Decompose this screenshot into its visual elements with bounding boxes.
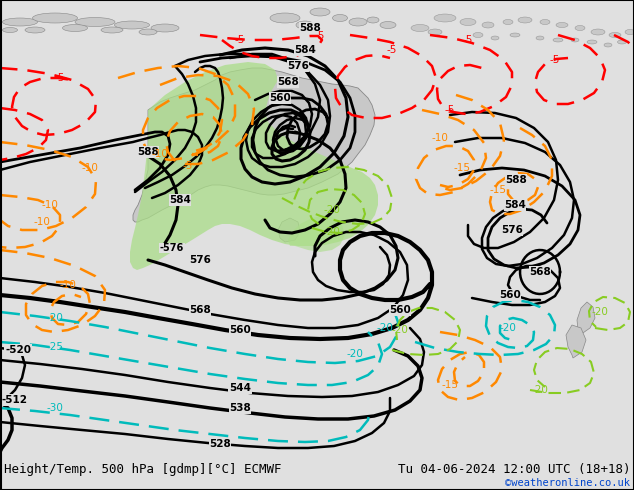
Ellipse shape [571, 38, 579, 42]
Text: -30: -30 [46, 403, 63, 413]
Text: Tu 04-06-2024 12:00 UTC (18+18): Tu 04-06-2024 12:00 UTC (18+18) [398, 463, 630, 476]
Text: 538: 538 [229, 403, 251, 413]
Text: 568: 568 [277, 77, 299, 87]
Text: -20: -20 [323, 227, 340, 237]
Text: 544: 544 [229, 383, 251, 393]
Ellipse shape [575, 25, 585, 30]
Ellipse shape [460, 19, 476, 25]
Text: -10: -10 [432, 133, 448, 143]
Ellipse shape [380, 22, 396, 28]
Text: -10: -10 [42, 200, 58, 210]
Ellipse shape [367, 17, 379, 23]
Ellipse shape [482, 22, 494, 28]
Ellipse shape [63, 24, 87, 31]
Ellipse shape [310, 8, 330, 16]
Text: -10: -10 [152, 149, 169, 159]
Text: -5: -5 [315, 31, 325, 41]
Ellipse shape [75, 18, 115, 26]
Text: 576: 576 [501, 225, 523, 235]
Text: -576: -576 [160, 243, 184, 253]
Text: 528: 528 [209, 439, 231, 449]
Text: -10: -10 [82, 163, 98, 173]
Text: Height/Temp. 500 hPa [gdmp][°C] ECMWF: Height/Temp. 500 hPa [gdmp][°C] ECMWF [4, 463, 281, 476]
Ellipse shape [491, 36, 499, 40]
Polygon shape [133, 68, 375, 222]
Ellipse shape [428, 29, 442, 35]
Text: -20: -20 [347, 349, 363, 359]
Ellipse shape [473, 32, 483, 38]
Text: -20: -20 [323, 205, 340, 215]
Ellipse shape [518, 17, 532, 23]
Text: -20: -20 [531, 385, 548, 395]
Ellipse shape [3, 18, 37, 26]
Text: -512: -512 [2, 395, 28, 405]
Ellipse shape [556, 23, 568, 27]
Ellipse shape [349, 18, 367, 26]
Ellipse shape [618, 40, 626, 44]
Text: 588: 588 [299, 23, 321, 33]
Text: -520: -520 [5, 345, 31, 355]
Text: -5: -5 [235, 35, 245, 45]
Text: -5: -5 [445, 105, 455, 115]
Text: 588: 588 [505, 175, 527, 185]
Text: 576: 576 [287, 61, 309, 71]
Ellipse shape [296, 21, 314, 29]
Text: -20: -20 [500, 323, 517, 333]
Ellipse shape [434, 14, 456, 22]
Ellipse shape [101, 27, 123, 33]
Ellipse shape [32, 13, 77, 23]
Polygon shape [130, 62, 378, 270]
Ellipse shape [25, 27, 45, 33]
Ellipse shape [503, 20, 513, 25]
Ellipse shape [270, 13, 300, 23]
Text: 560: 560 [389, 305, 411, 315]
Polygon shape [288, 215, 345, 252]
Text: 588: 588 [137, 147, 159, 157]
Ellipse shape [625, 29, 634, 34]
Text: ©weatheronline.co.uk: ©weatheronline.co.uk [505, 478, 630, 488]
Text: 576: 576 [189, 255, 211, 265]
Text: 584: 584 [504, 200, 526, 210]
Text: 560: 560 [269, 93, 291, 103]
Text: -25: -25 [46, 342, 63, 352]
Text: -5: -5 [550, 55, 560, 65]
Text: 568: 568 [529, 267, 551, 277]
Ellipse shape [591, 29, 605, 35]
Ellipse shape [510, 33, 520, 37]
Text: -20: -20 [592, 307, 609, 317]
Text: 560: 560 [229, 325, 251, 335]
Text: 560: 560 [499, 290, 521, 300]
Text: -20: -20 [46, 313, 63, 323]
Ellipse shape [609, 32, 621, 38]
Text: -5: -5 [387, 45, 397, 55]
Text: -15: -15 [453, 163, 470, 173]
Text: 584: 584 [294, 45, 316, 55]
Text: 568: 568 [189, 305, 211, 315]
Ellipse shape [536, 36, 544, 40]
Text: -10: -10 [60, 280, 77, 290]
Ellipse shape [139, 29, 157, 35]
Polygon shape [577, 302, 595, 335]
Ellipse shape [151, 24, 179, 32]
Polygon shape [566, 325, 586, 358]
Ellipse shape [540, 20, 550, 25]
Ellipse shape [411, 24, 429, 31]
Ellipse shape [332, 15, 347, 22]
Ellipse shape [115, 21, 150, 29]
Ellipse shape [587, 40, 597, 44]
Text: -20: -20 [377, 323, 394, 333]
Text: -10: -10 [34, 217, 51, 227]
Text: -5: -5 [463, 35, 473, 45]
Text: -20: -20 [392, 325, 408, 335]
Text: -5: -5 [55, 73, 65, 83]
Ellipse shape [604, 43, 612, 47]
Ellipse shape [553, 38, 563, 42]
Ellipse shape [3, 27, 18, 32]
Text: -5: -5 [183, 161, 193, 171]
Text: 584: 584 [169, 195, 191, 205]
Text: -15: -15 [441, 380, 458, 390]
Polygon shape [278, 218, 300, 242]
Text: -15: -15 [489, 185, 507, 195]
